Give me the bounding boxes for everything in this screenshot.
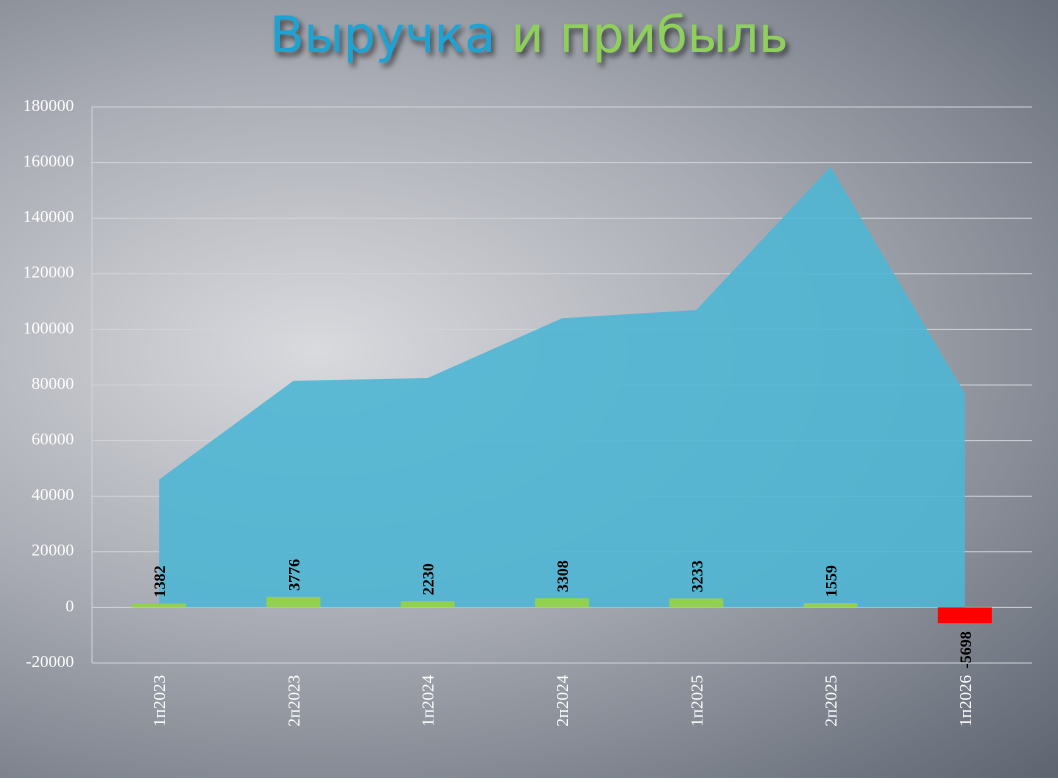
data-label: 2230 — [421, 563, 438, 595]
x-tick-label: 1п2026 — [956, 675, 975, 727]
bar — [535, 598, 589, 608]
x-tick-label: 1п2024 — [419, 675, 438, 727]
x-tick-label: 1п2023 — [150, 675, 169, 727]
y-tick-label: 100000 — [23, 318, 74, 337]
bar — [266, 596, 321, 608]
data-label: -5698 — [958, 631, 975, 668]
data-label: 1559 — [824, 565, 841, 597]
y-tick-label: 160000 — [23, 152, 74, 171]
revenue-area — [159, 166, 965, 608]
data-label: 3233 — [689, 560, 706, 592]
y-tick-label: 80000 — [32, 374, 75, 393]
chart-title: Выручка и прибыль — [270, 6, 788, 64]
data-label: 3308 — [555, 560, 572, 592]
x-tick-label: 2п2024 — [553, 675, 572, 727]
y-tick-label: 40000 — [32, 485, 75, 504]
x-tick-label: 2п2025 — [822, 675, 841, 727]
title-part: Выручка — [270, 6, 496, 64]
bar — [400, 601, 455, 608]
y-tick-label: 180000 — [23, 96, 74, 115]
y-tick-label: -20000 — [26, 652, 74, 671]
y-tick-label: 140000 — [23, 207, 74, 226]
data-label: 3776 — [286, 559, 303, 591]
x-tick-label: 2п2023 — [284, 675, 303, 727]
bar — [803, 603, 858, 608]
y-tick-label: 120000 — [23, 263, 74, 282]
x-tick-label: 1п2025 — [687, 675, 706, 727]
title-part: и прибыль — [511, 6, 788, 64]
data-label: 1382 — [152, 566, 169, 598]
y-tick-label: 20000 — [32, 541, 75, 560]
y-tick-label: 0 — [66, 596, 75, 615]
bar — [669, 598, 724, 608]
bar — [132, 603, 187, 608]
bar — [937, 607, 992, 624]
y-tick-label: 60000 — [32, 430, 75, 449]
